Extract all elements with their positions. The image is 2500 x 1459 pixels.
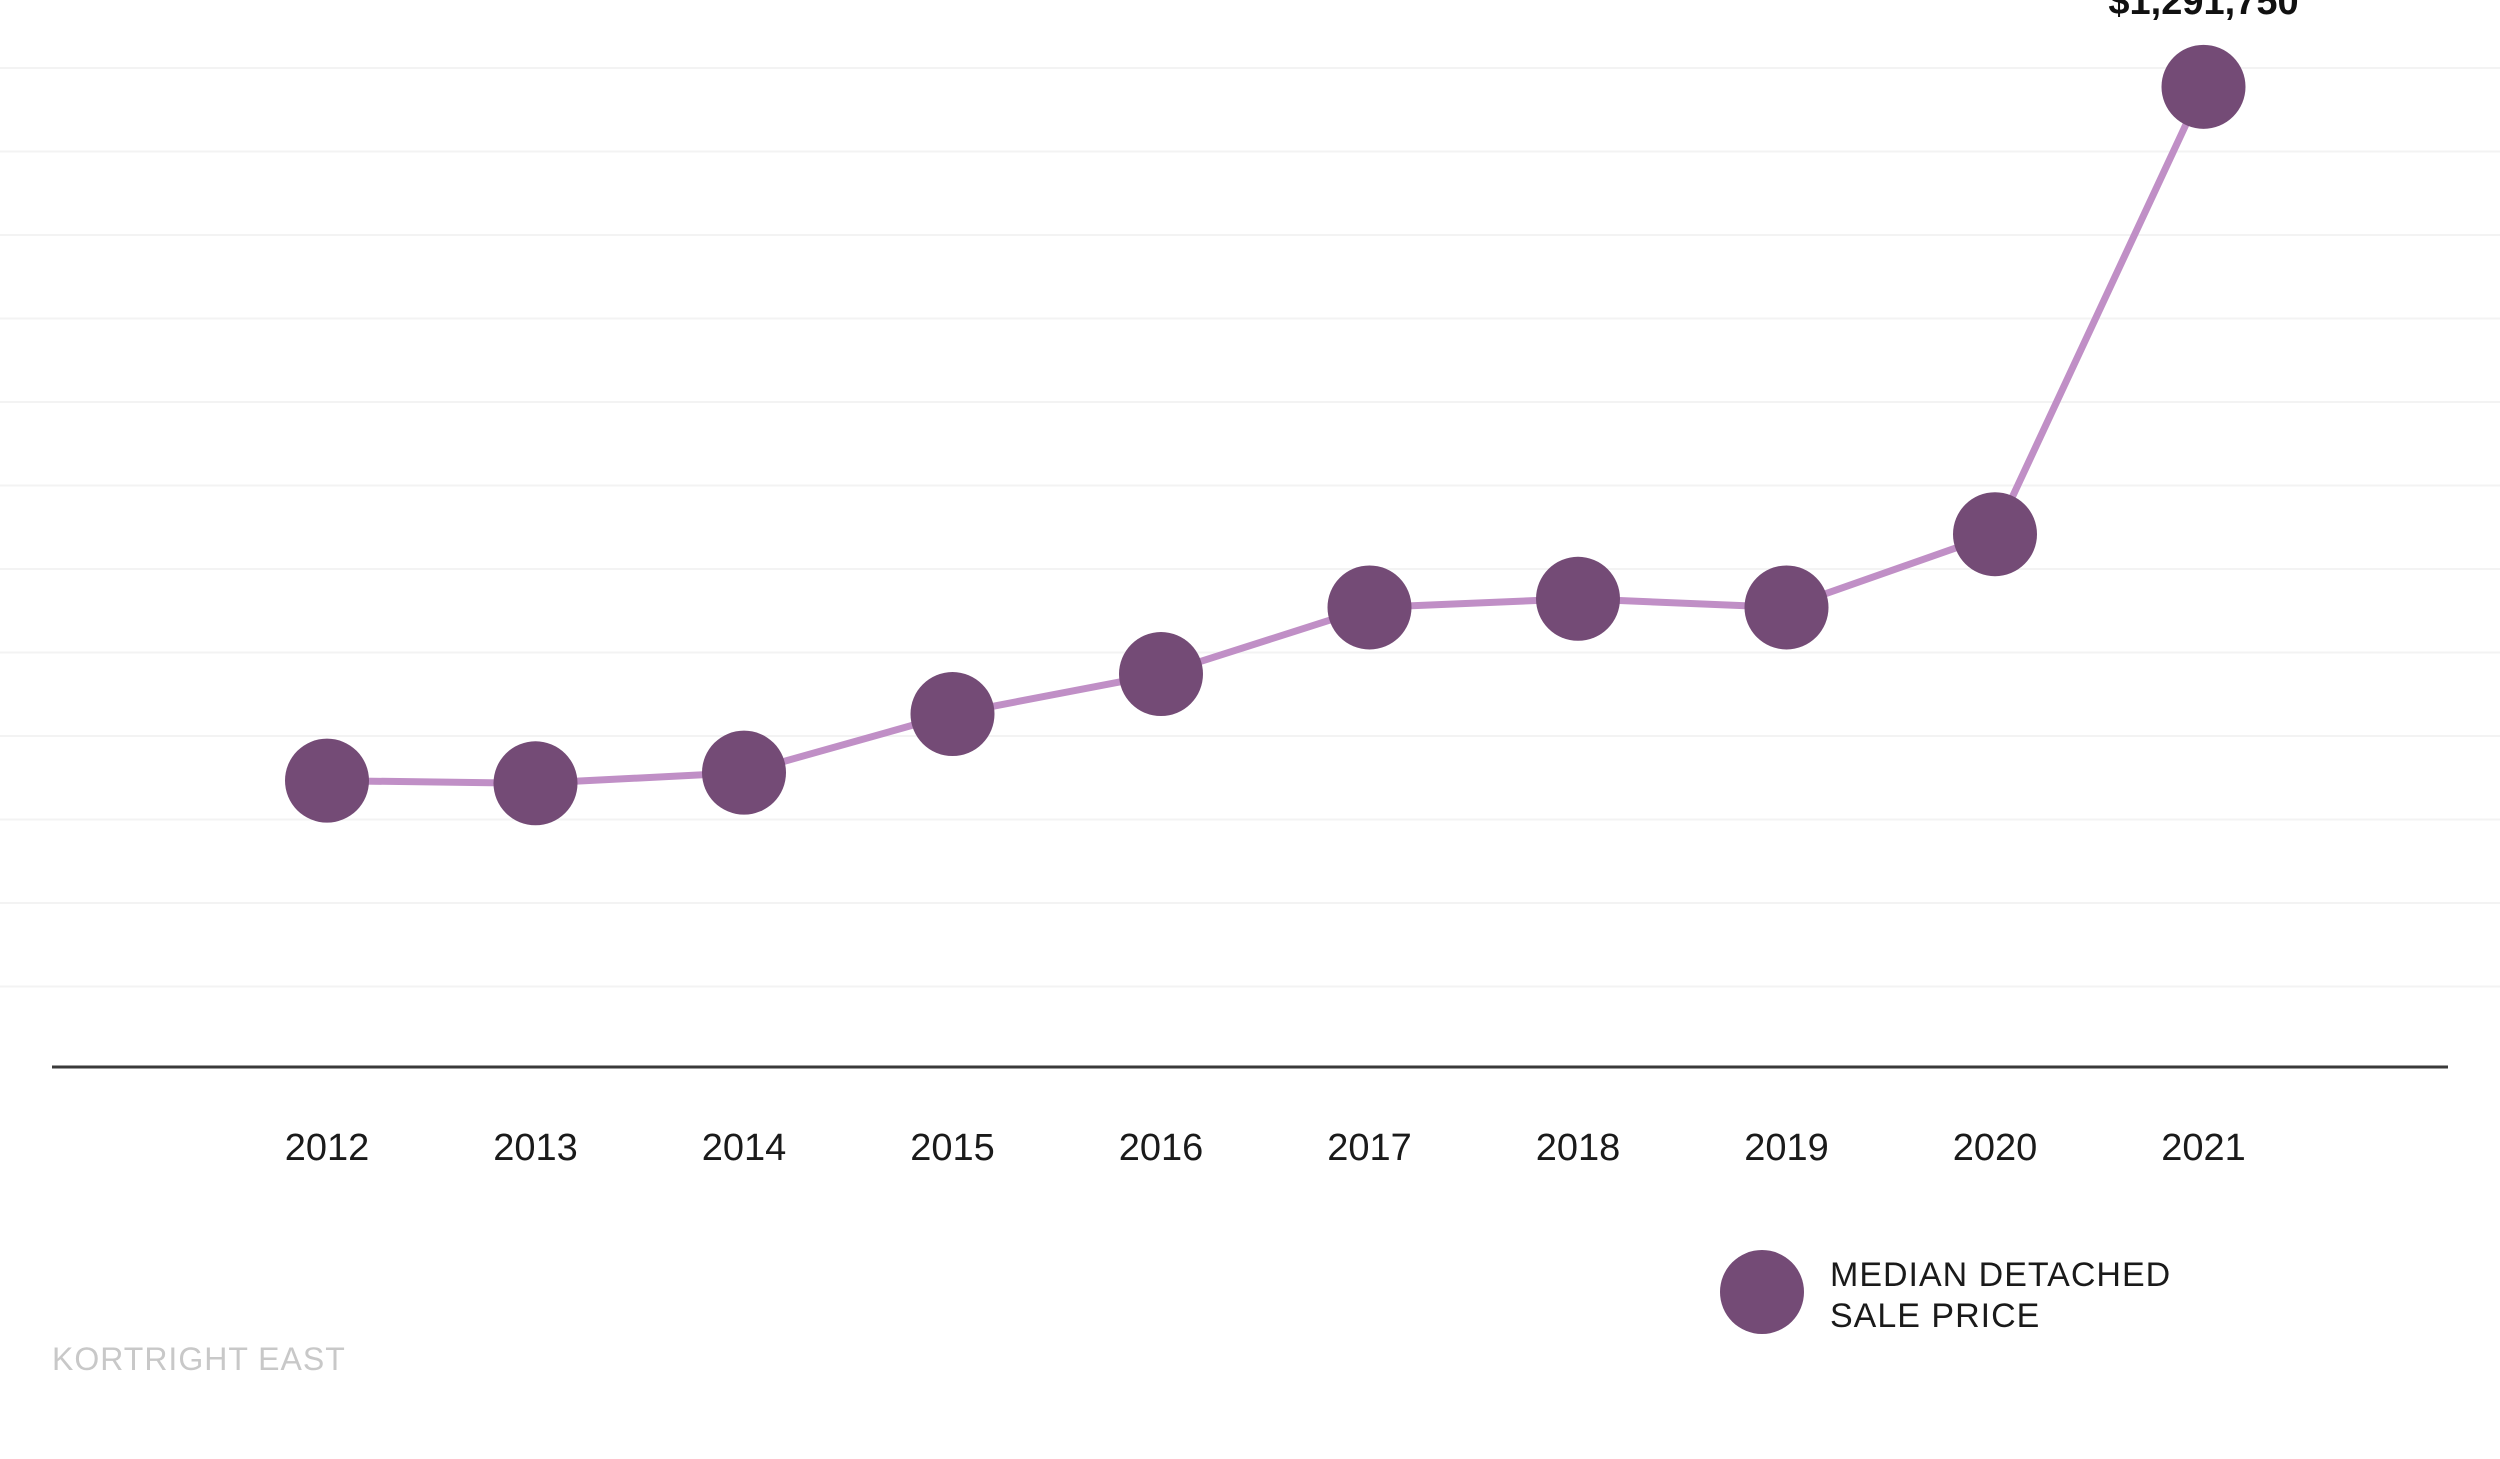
x-tick-labels: 2012 2013 2014 2015 2016 2017 2018 2019 2020 2021 [285, 1127, 2246, 1169]
x-tick-label-2021: 2021 [2161, 1127, 2246, 1169]
legend: MEDIAN DETACHED SALE PRICE [1720, 1250, 2171, 1335]
data-point-2020 [1953, 492, 2037, 577]
data-point-2017 [1327, 565, 1412, 650]
data-point-2015 [910, 672, 995, 757]
watermark-text: KORTRIGHT EAST [52, 1341, 346, 1377]
data-point-2021 [2161, 44, 2246, 129]
data-point-2019 [1744, 565, 1829, 650]
x-tick-label-2012: 2012 [285, 1127, 370, 1169]
data-label-2021: $1,291,750 [2108, 0, 2298, 23]
x-tick-label-2018: 2018 [1536, 1127, 1621, 1169]
x-tick-label-2015: 2015 [910, 1127, 995, 1169]
data-point-2016 [1119, 632, 1203, 717]
x-tick-label-2017: 2017 [1327, 1127, 1412, 1169]
x-tick-label-2020: 2020 [1953, 1127, 2038, 1169]
data-points [285, 44, 2246, 826]
legend-marker-icon [1720, 1250, 1804, 1334]
grid-lines [0, 67, 2500, 988]
x-tick-label-2016: 2016 [1119, 1127, 1204, 1169]
x-tick-label-2014: 2014 [702, 1127, 787, 1169]
series-line-median-detached-sale-price [323, 83, 2207, 787]
legend-label-line2: SALE PRICE [1830, 1297, 2040, 1335]
data-point-2012 [285, 738, 369, 823]
annotations: $1,291,750 [2108, 0, 2298, 23]
x-tick-label-2013: 2013 [493, 1127, 578, 1169]
data-point-2013 [493, 741, 578, 826]
legend-label-line1: MEDIAN DETACHED [1830, 1256, 2171, 1294]
data-point-2014 [702, 730, 786, 815]
x-tick-label-2019: 2019 [1744, 1127, 1829, 1169]
data-point-2018 [1536, 556, 1620, 641]
